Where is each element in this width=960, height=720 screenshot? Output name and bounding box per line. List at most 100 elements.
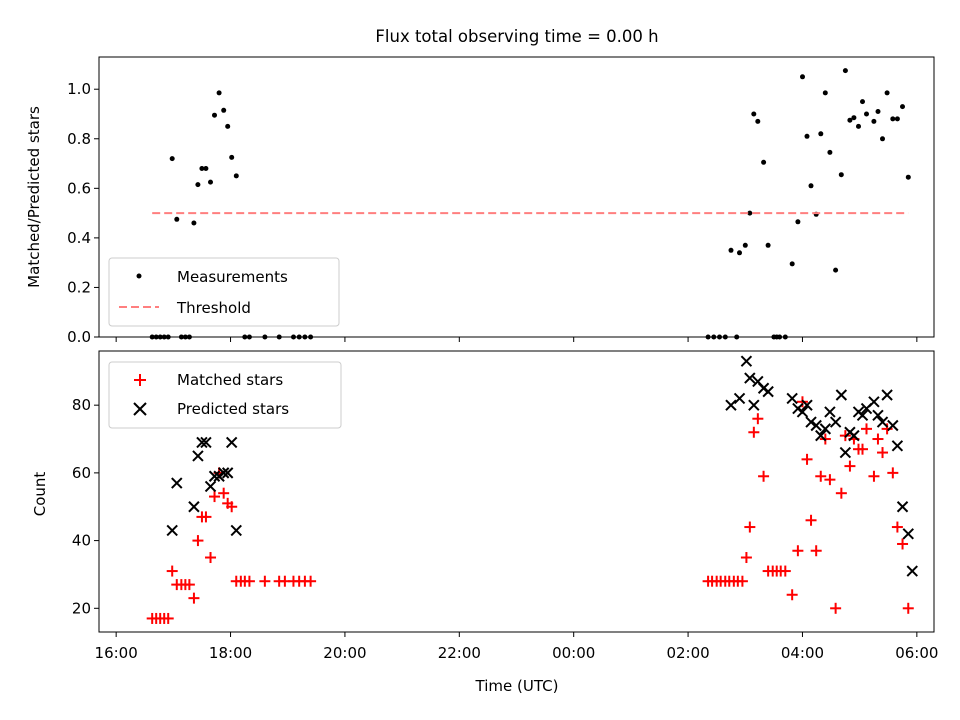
ratio-y-tick-label: 1.0 [67, 80, 91, 98]
predicted-star-point [805, 416, 817, 428]
matched-star-point [218, 487, 230, 499]
predicted-star-point [835, 389, 848, 401]
predicted-star-points [166, 355, 918, 577]
matched-star-point [877, 447, 889, 459]
predicted-star-point [868, 396, 880, 408]
matched-star-point [872, 433, 884, 445]
ratio-panel-y-axis: 0.0 0.2 0.4 0.6 0.8 1.0 [67, 80, 99, 346]
ratio-panel: 0.0 0.2 0.4 0.6 0.8 1.0 Matched/Predicted sta… [25, 56, 935, 346]
legend-measurements-marker [136, 273, 142, 279]
predicted-star-point [196, 436, 208, 449]
measurement-point [755, 118, 761, 124]
predicted-star-point [204, 480, 217, 493]
measurement-point [199, 166, 205, 171]
predicted-star-point [815, 429, 827, 442]
count-panel-y-label: Count [31, 472, 49, 517]
predicted-star-point [796, 406, 809, 418]
measurement-point [894, 116, 900, 122]
matched-star-point [209, 491, 221, 503]
x-tick-label: 20:00 [323, 644, 366, 662]
legend-measurements-label: Measurements [177, 268, 288, 286]
measurement-point [737, 250, 742, 256]
predicted-star-point [225, 436, 238, 449]
measurement-point [789, 261, 795, 267]
matched-star-point [815, 470, 827, 482]
measurement-point [864, 111, 869, 117]
legend-threshold-label: Threshold [176, 299, 251, 317]
measurement-point [880, 136, 885, 142]
predicted-star-point [887, 419, 899, 432]
measurement-point [847, 117, 853, 123]
predicted-star-point [824, 406, 836, 418]
matched-star-point [902, 602, 914, 614]
measurement-point [838, 172, 844, 178]
x-tick-label: 02:00 [666, 644, 709, 662]
measurement-point [212, 112, 217, 118]
matched-star-point [205, 552, 217, 564]
matched-star-point [857, 443, 869, 455]
chart-title: Flux total observing time = 0.00 h [375, 27, 658, 46]
predicted-star-point [188, 501, 200, 513]
count-panel-frame [98, 350, 935, 633]
legend-predicted-label: Predicted stars [177, 400, 289, 418]
predicted-star-point [881, 389, 893, 401]
matched-star-point [801, 453, 813, 465]
predicted-star-point [810, 419, 822, 432]
ratio-panel-frame [98, 56, 935, 338]
matched-star-point [805, 514, 817, 526]
predicted-star-point [733, 392, 746, 405]
measurement-point [818, 131, 824, 137]
matched-star-point [792, 545, 804, 557]
measurement-point [884, 90, 890, 96]
measurement-point [827, 149, 833, 155]
ratio-y-tick-label: 0.6 [67, 179, 91, 197]
measurement-point [742, 242, 748, 248]
ratio-y-tick-label: 0.8 [67, 130, 91, 148]
matched-star-point [868, 470, 880, 482]
predicted-star-point [856, 409, 869, 422]
matched-star-point [861, 423, 873, 435]
count-legend-box [108, 361, 342, 429]
matched-star-point [740, 552, 752, 564]
measurement-point [808, 183, 814, 189]
measurement-point [795, 219, 801, 225]
measurement-point [765, 242, 771, 248]
predicted-star-point [221, 467, 234, 479]
matched-star-point [744, 521, 756, 533]
ratio-y-tick-label: 0.2 [67, 278, 91, 296]
measurement-point [208, 179, 213, 185]
predicted-star-point [230, 524, 242, 537]
predicted-star-point [829, 416, 842, 428]
measurement-point [842, 68, 848, 74]
measurement-point [225, 123, 231, 129]
measurement-point [822, 90, 828, 96]
predicted-star-point [906, 565, 918, 577]
matched-star-point [824, 474, 836, 486]
measurement-point [860, 99, 865, 105]
measurement-point [851, 115, 857, 121]
legend-matched-marker [134, 374, 146, 386]
x-tick-label: 18:00 [209, 644, 252, 662]
ratio-y-tick-label: 0.0 [67, 328, 91, 346]
predicted-star-point [740, 355, 753, 367]
x-axis-label: Time (UTC) [475, 677, 559, 695]
count-y-tick-label: 80 [72, 396, 91, 414]
ratio-legend-box [108, 257, 340, 327]
predicted-star-point [166, 524, 178, 537]
matched-star-point [779, 565, 791, 577]
x-tick-label: 04:00 [781, 644, 824, 662]
matched-star-point [192, 535, 204, 547]
predicted-star-point [876, 416, 889, 428]
predicted-star-point [801, 399, 813, 411]
count-panel: 20 40 60 80 16:00 18:00 20:00 22:00 00:00 02:00 0… [31, 350, 938, 695]
matched-star-point [243, 575, 255, 587]
count-y-tick-label: 20 [72, 599, 91, 617]
measurement-points [149, 68, 911, 340]
measurement-point [195, 182, 201, 188]
legend-matched-label: Matched stars [177, 371, 283, 389]
measurement-point [800, 74, 805, 80]
legend-predicted-marker [133, 402, 147, 416]
predicted-star-point [839, 446, 852, 459]
measurement-point [221, 107, 227, 113]
matched-star-point [897, 538, 909, 550]
